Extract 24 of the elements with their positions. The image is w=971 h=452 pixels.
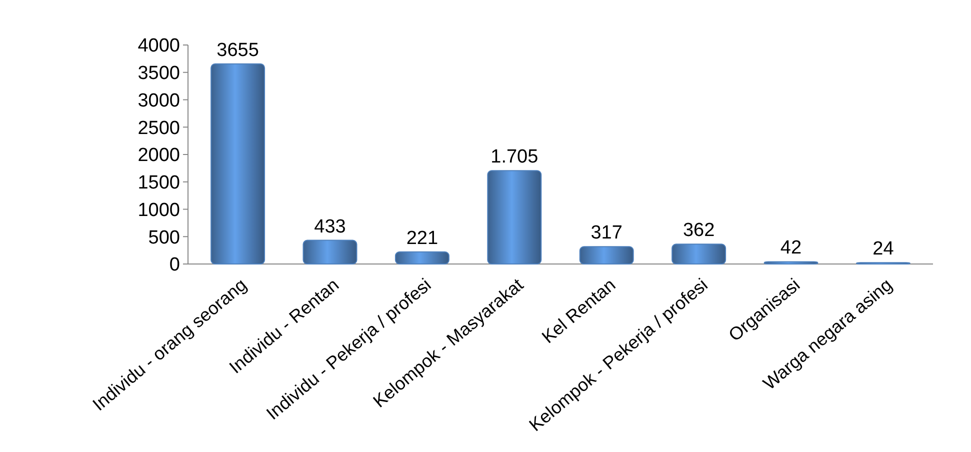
y-tick-label: 500: [148, 227, 180, 248]
data-label: 1.705: [490, 146, 538, 168]
y-tick-label: 4000: [138, 36, 180, 57]
bar: [487, 170, 542, 264]
y-tick-label: 2000: [138, 145, 180, 166]
y-tick-label: 0: [169, 254, 180, 276]
y-tick-label: 3000: [138, 90, 180, 112]
bar: [302, 240, 358, 264]
data-label: 362: [682, 220, 715, 242]
bar: [672, 244, 726, 264]
data-label: 3655: [216, 40, 259, 61]
bar: [764, 261, 818, 264]
data-label: 42: [780, 238, 802, 259]
y-tick-label: 2500: [138, 118, 180, 139]
data-label: 317: [590, 222, 622, 244]
y-tick-label: 1000: [138, 200, 180, 221]
y-tick-label: 1500: [138, 172, 180, 194]
bar: [210, 63, 266, 264]
data-label: 24: [872, 238, 894, 260]
bar: [394, 251, 450, 264]
data-label: 433: [314, 216, 346, 238]
data-label: 221: [406, 228, 438, 249]
y-tick-label: 3500: [138, 63, 180, 84]
bar: [579, 246, 634, 264]
